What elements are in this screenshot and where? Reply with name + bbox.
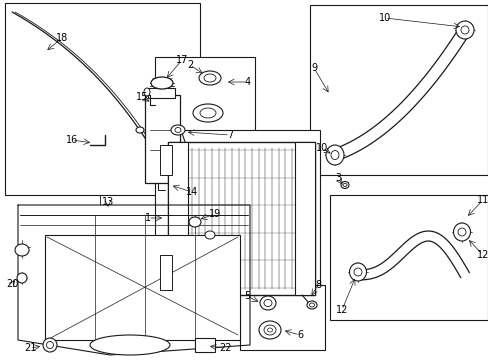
Ellipse shape	[264, 325, 275, 335]
Ellipse shape	[342, 184, 346, 186]
Ellipse shape	[189, 217, 201, 227]
Ellipse shape	[17, 273, 27, 283]
Text: 10: 10	[315, 143, 327, 153]
Text: 3: 3	[334, 173, 340, 183]
Ellipse shape	[90, 335, 170, 355]
Bar	[240, 285, 325, 350]
Text: 17: 17	[176, 55, 188, 65]
Ellipse shape	[340, 181, 348, 189]
Bar	[5, 3, 200, 195]
Text: 12: 12	[335, 305, 347, 315]
Bar	[160, 145, 172, 175]
Text: 2: 2	[186, 60, 193, 70]
Ellipse shape	[325, 145, 343, 165]
Ellipse shape	[306, 301, 316, 309]
Text: 16: 16	[66, 135, 78, 145]
Bar	[145, 95, 180, 183]
Bar	[45, 235, 240, 340]
Ellipse shape	[199, 71, 221, 85]
Ellipse shape	[349, 263, 366, 281]
Text: 4: 4	[244, 77, 250, 87]
Text: 9: 9	[310, 63, 316, 73]
Bar	[294, 142, 314, 295]
Ellipse shape	[193, 104, 223, 122]
Bar	[329, 195, 487, 320]
Bar	[148, 88, 175, 98]
Bar	[155, 130, 319, 305]
Text: 19: 19	[208, 209, 221, 219]
Ellipse shape	[15, 244, 29, 256]
Ellipse shape	[200, 108, 216, 118]
Text: 22: 22	[218, 343, 231, 353]
Ellipse shape	[43, 338, 57, 352]
Ellipse shape	[330, 150, 338, 159]
Text: 7: 7	[226, 130, 233, 140]
Bar	[168, 142, 187, 295]
Text: 6: 6	[296, 330, 303, 340]
Ellipse shape	[457, 228, 465, 236]
Text: 14: 14	[185, 187, 198, 197]
Ellipse shape	[452, 223, 469, 241]
Text: 12: 12	[476, 250, 488, 260]
Ellipse shape	[143, 88, 150, 96]
Text: 11: 11	[476, 195, 488, 205]
Bar	[309, 5, 487, 175]
Ellipse shape	[171, 125, 184, 135]
Text: 5: 5	[244, 291, 250, 301]
Ellipse shape	[267, 328, 272, 332]
Text: 15: 15	[136, 92, 148, 102]
Text: 1: 1	[144, 213, 151, 223]
Text: 21: 21	[24, 343, 36, 353]
Ellipse shape	[455, 21, 473, 39]
Text: 10: 10	[378, 13, 390, 23]
Text: 8: 8	[314, 280, 321, 290]
Text: 18: 18	[56, 33, 68, 43]
Ellipse shape	[309, 303, 314, 307]
Bar	[195, 338, 215, 352]
Ellipse shape	[460, 26, 468, 34]
Text: 13: 13	[102, 197, 114, 207]
Bar	[160, 255, 172, 290]
Bar	[155, 57, 254, 140]
Bar	[168, 142, 314, 295]
Ellipse shape	[175, 127, 181, 132]
Ellipse shape	[264, 300, 271, 306]
Ellipse shape	[204, 231, 215, 239]
Text: 20: 20	[6, 279, 18, 289]
Ellipse shape	[46, 342, 53, 348]
Ellipse shape	[259, 321, 281, 339]
Ellipse shape	[353, 268, 361, 276]
Ellipse shape	[136, 127, 143, 133]
Ellipse shape	[151, 77, 173, 89]
Ellipse shape	[260, 296, 275, 310]
Ellipse shape	[203, 74, 216, 82]
